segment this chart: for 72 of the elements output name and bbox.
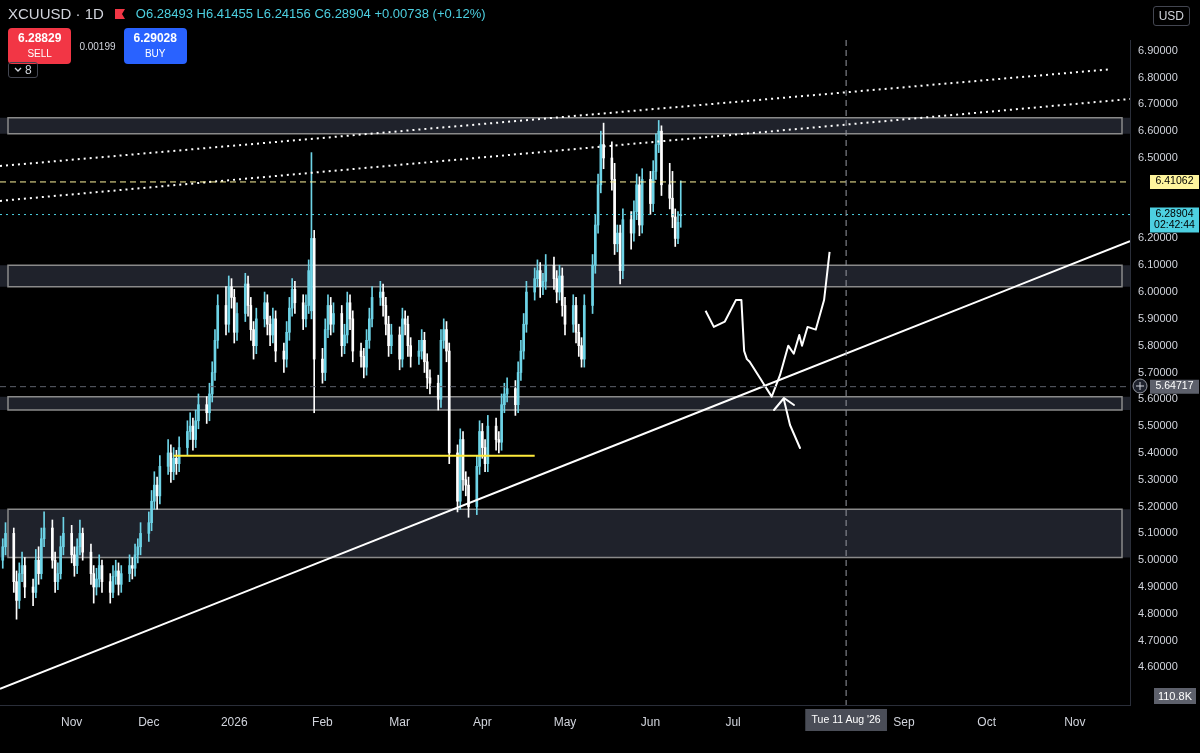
x-tick-label: Feb xyxy=(312,714,334,729)
y-tick-label: 5.90000 xyxy=(1138,311,1178,324)
x-tick-label: Oct xyxy=(977,714,997,729)
x-tick-label: Dec xyxy=(138,714,160,729)
y-tick-label: 6.80000 xyxy=(1138,70,1178,83)
candlestick xyxy=(616,224,619,253)
candlestick xyxy=(558,264,561,301)
y-tick-label: 6.10000 xyxy=(1138,258,1178,271)
candlestick xyxy=(379,281,382,306)
candlestick xyxy=(117,562,120,596)
candlestick xyxy=(602,122,605,170)
candlestick xyxy=(660,125,663,196)
annotation: BUY xyxy=(143,47,167,61)
x-tick-label: Jun xyxy=(640,714,661,729)
ref-line-label: 5.64717 xyxy=(1155,379,1194,392)
y-tick-label: 4.70000 xyxy=(1138,633,1178,646)
y-tick-label: 4.80000 xyxy=(1138,606,1178,619)
candlestick xyxy=(175,449,178,475)
candlestick xyxy=(263,291,266,328)
candlestick xyxy=(514,380,517,416)
ref-line-label: 6.41062 xyxy=(1155,174,1194,187)
annotation: 8 xyxy=(25,63,32,77)
chart-subtitle: O6.28493 H6.41455 L6.24156 C6.28904 +0.00738 (+0.12%) xyxy=(135,6,486,21)
annotation: SELL xyxy=(26,47,53,61)
candlestick xyxy=(332,302,335,333)
candlestick xyxy=(321,348,324,384)
x-tick-label: Apr xyxy=(472,714,492,729)
y-tick-label: 6.00000 xyxy=(1138,285,1178,298)
annotation: 6.28829 xyxy=(18,31,62,46)
x-tick-label: Mar xyxy=(389,714,410,729)
ref-line-label: Tue 11 Aug '26 xyxy=(811,712,881,725)
y-tick-label: 5.00000 xyxy=(1138,553,1178,566)
y-tick-label: 6.50000 xyxy=(1138,151,1178,164)
candlestick xyxy=(254,307,258,355)
annotation: 0.00199 xyxy=(79,40,116,52)
candlestick xyxy=(310,152,313,320)
candlestick xyxy=(81,527,85,561)
y-tick-label: 5.50000 xyxy=(1138,419,1178,432)
candlestick xyxy=(172,447,175,481)
candlestick xyxy=(274,310,277,363)
candlestick xyxy=(638,176,641,237)
chart-title: XCUUSD · 1D xyxy=(8,5,104,22)
y-tick-label: 5.40000 xyxy=(1138,445,1178,458)
x-tick-label: 2026 xyxy=(220,714,248,729)
ref-line-label: 6.28904 02:42:44 xyxy=(1154,206,1196,230)
x-tick-label: Nov xyxy=(1064,714,1086,729)
y-tick-label: 6.70000 xyxy=(1138,97,1178,110)
candlestick xyxy=(401,307,404,368)
y-tick-label: 5.60000 xyxy=(1138,392,1178,405)
text: USD xyxy=(1152,6,1190,26)
candlestick xyxy=(398,326,401,371)
x-tick-label: Sep xyxy=(893,714,915,729)
y-tick-label: 5.30000 xyxy=(1138,472,1178,485)
y-tick-label: 5.80000 xyxy=(1138,338,1178,351)
y-tick-label: 5.20000 xyxy=(1138,499,1178,512)
y-tick-label: 6.20000 xyxy=(1138,231,1178,244)
x-tick-label: Nov xyxy=(60,714,83,729)
y-tick-label: 6.60000 xyxy=(1138,124,1178,137)
y-tick-label: 5.10000 xyxy=(1138,526,1178,539)
annotation: 6.29028 xyxy=(133,31,177,46)
y-tick-label: 5.70000 xyxy=(1138,365,1178,378)
y-tick-label: 4.90000 xyxy=(1138,580,1178,593)
x-tick-label: May xyxy=(553,714,577,729)
y-tick-label: 6.90000 xyxy=(1138,43,1178,56)
candlestick xyxy=(649,171,652,215)
candlestick xyxy=(128,554,131,582)
text: 110.8K xyxy=(1153,688,1196,704)
x-tick-label: Jul xyxy=(725,714,741,729)
candlestick xyxy=(456,444,459,513)
y-tick-label: 4.60000 xyxy=(1138,660,1178,673)
candlestick xyxy=(37,546,40,585)
candlestick xyxy=(390,323,393,355)
